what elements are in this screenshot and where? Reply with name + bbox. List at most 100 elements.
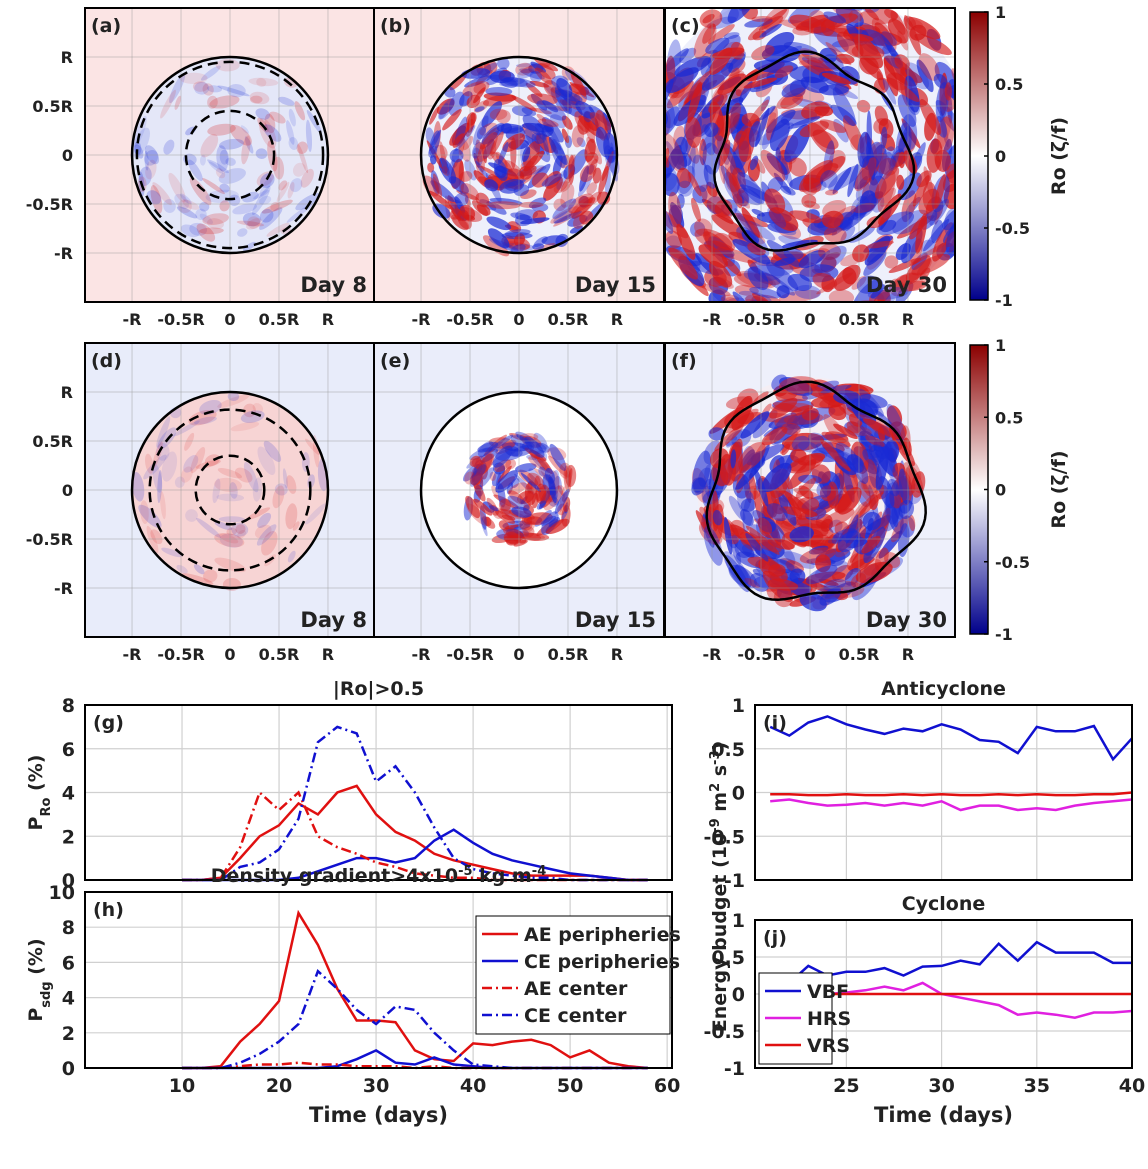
vorticity-blob [805, 564, 838, 585]
vorticity-blob [740, 498, 757, 512]
vorticity-blob [741, 8, 758, 20]
x-tick-label: 60 [654, 1075, 680, 1097]
axes-frame [84, 891, 673, 1069]
vorticity-blob [942, 205, 955, 231]
vorticity-blob [886, 77, 920, 102]
vorticity-blob [737, 214, 763, 239]
vorticity-blob [717, 246, 758, 264]
vorticity-blob [269, 111, 286, 124]
vorticity-blob [524, 436, 545, 458]
x-tick-label: -R [703, 310, 722, 329]
x-tick-label: R [322, 310, 334, 329]
y-tick-label: 1 [732, 910, 745, 932]
vorticity-blob [797, 441, 819, 453]
vorticity-blob [208, 161, 224, 174]
vorticity-blob [691, 477, 706, 496]
vorticity-blob [286, 475, 297, 494]
vorticity-blob [747, 266, 769, 291]
vorticity-blob [665, 172, 680, 197]
vorticity-blob [477, 132, 498, 163]
vorticity-blob [783, 412, 824, 425]
vorticity-blob [229, 482, 238, 499]
vorticity-blob [522, 146, 531, 163]
vorticity-blob [745, 533, 769, 562]
vorticity-blob [219, 138, 244, 150]
vorticity-blob [783, 551, 815, 569]
vorticity-blob [231, 522, 249, 537]
vorticity-blob [246, 507, 271, 521]
vorticity-blob [285, 503, 298, 530]
y-axis-label: Energy budget (10-9 m2 s-3) [708, 742, 732, 1032]
vorticity-blob [209, 95, 240, 109]
label-part: sdg [39, 981, 54, 1007]
vorticity-blob [741, 207, 760, 238]
vorticity-blob [821, 72, 851, 85]
label-part: kg m [473, 865, 532, 887]
vorticity-blob [863, 559, 882, 576]
vorticity-blob [471, 466, 484, 485]
x-tick-label: R [322, 645, 334, 664]
vorticity-blob [592, 167, 602, 184]
vorticity-blob [442, 108, 462, 131]
vorticity-blob [448, 176, 469, 194]
vorticity-blob [685, 116, 702, 148]
vorticity-blob [515, 463, 537, 473]
vorticity-blob [219, 533, 243, 548]
vorticity-blob [570, 196, 593, 219]
x-tick-label: 0 [804, 645, 815, 664]
vorticity-blob [864, 8, 879, 21]
vorticity-blob [742, 492, 755, 533]
vorticity-blob [248, 77, 279, 87]
vorticity-blob [548, 517, 560, 528]
vorticity-blob [240, 125, 249, 134]
field-image [665, 8, 955, 302]
vorticity-blob [270, 201, 280, 212]
vorticity-blob [549, 470, 560, 498]
vorticity-blob [537, 123, 551, 132]
vorticity-blob [855, 181, 871, 202]
vorticity-blob [903, 15, 917, 31]
vorticity-blob [181, 573, 214, 586]
vorticity-blob [745, 220, 776, 241]
vorticity-blob [578, 195, 589, 208]
vorticity-blob [545, 519, 564, 534]
vorticity-blob [700, 127, 721, 152]
vorticity-blob [856, 99, 871, 113]
vorticity-blob [259, 208, 274, 223]
vorticity-blob [557, 485, 564, 496]
vorticity-blob [550, 206, 579, 224]
vorticity-blob [163, 199, 176, 213]
vorticity-blob [900, 280, 928, 292]
vorticity-blob [489, 70, 515, 84]
field-image [374, 343, 664, 637]
colorbar-tick-label: 1 [995, 336, 1006, 355]
y-tick-label: 0 [62, 481, 73, 500]
vorticity-blob [234, 467, 253, 483]
y-tick-label: -0.5R [26, 195, 73, 214]
vorticity-blob [237, 529, 247, 539]
y-tick-label: -1 [724, 870, 745, 892]
vorticity-blob [489, 197, 523, 206]
vorticity-blob [820, 439, 851, 472]
vorticity-blob [202, 213, 229, 225]
vorticity-blob [575, 101, 596, 119]
vorticity-blob [874, 166, 900, 199]
vorticity-blob [144, 145, 160, 165]
vorticity-blob [538, 484, 551, 504]
vorticity-blob [676, 223, 696, 260]
vorticity-blob [243, 461, 259, 493]
vorticity-blob [521, 441, 547, 454]
vorticity-blob [278, 180, 288, 191]
vorticity-blob [753, 536, 782, 553]
vorticity-blob [510, 212, 531, 220]
vorticity-blob [665, 67, 699, 94]
vorticity-blob [878, 146, 897, 180]
label-part: P [25, 1008, 47, 1022]
vorticity-blob [145, 159, 157, 180]
vorticity-blob [821, 431, 851, 448]
series-line [770, 791, 1133, 797]
vorticity-blob [833, 264, 861, 291]
vorticity-blob [911, 252, 928, 270]
vorticity-blob [853, 202, 875, 214]
